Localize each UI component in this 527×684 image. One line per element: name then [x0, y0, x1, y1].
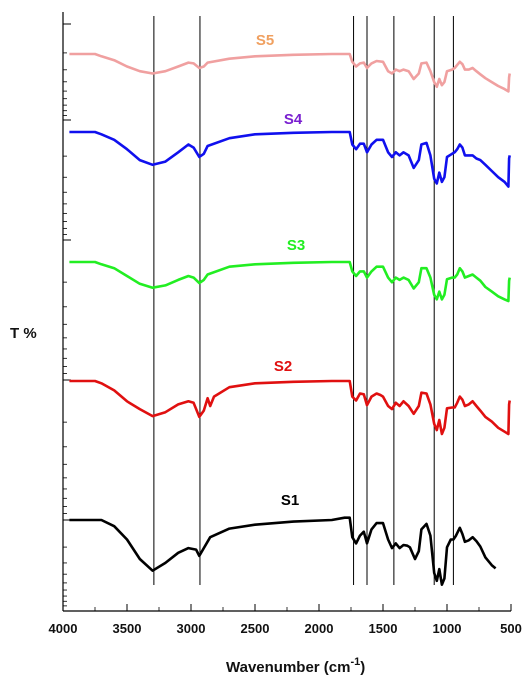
x-tick-label: 4000 [49, 621, 78, 636]
x-axis-label-main: Wavenumber (cm [226, 659, 350, 676]
series-line-s1 [69, 516, 497, 586]
series-line-s3 [69, 260, 511, 303]
series-group [69, 52, 511, 586]
x-tick-label: 3000 [177, 621, 206, 636]
plot-axes: 4000 3500 3000 2500 2000 1500 1000 500 [49, 12, 522, 636]
series-line-s4 [69, 130, 511, 188]
x-tick-label: 1000 [433, 621, 462, 636]
x-axis-label-close: ) [360, 659, 365, 676]
x-tick-label: 2500 [241, 621, 270, 636]
series-label-s2: S2 [274, 358, 292, 375]
x-tick-label: 2000 [305, 621, 334, 636]
series-label-s1: S1 [281, 492, 299, 509]
series-label-s3: S3 [287, 237, 305, 254]
series-line-s2 [69, 379, 511, 436]
series-label-s4: S4 [284, 111, 303, 128]
series-label-s5: S5 [256, 32, 274, 49]
x-tick-label: 1500 [369, 621, 398, 636]
x-axis-label: Wavenumber (cm-1) [226, 656, 365, 676]
series-labels: S1 S2 S3 S4 S5 [256, 32, 305, 509]
y-axis-label: T % [10, 325, 37, 342]
x-tick-label: 500 [500, 621, 522, 636]
reference-lines [153, 16, 454, 585]
x-axis-label-sup: -1 [350, 656, 360, 668]
series-line-s5 [69, 52, 511, 93]
x-tick-label: 3500 [113, 621, 142, 636]
